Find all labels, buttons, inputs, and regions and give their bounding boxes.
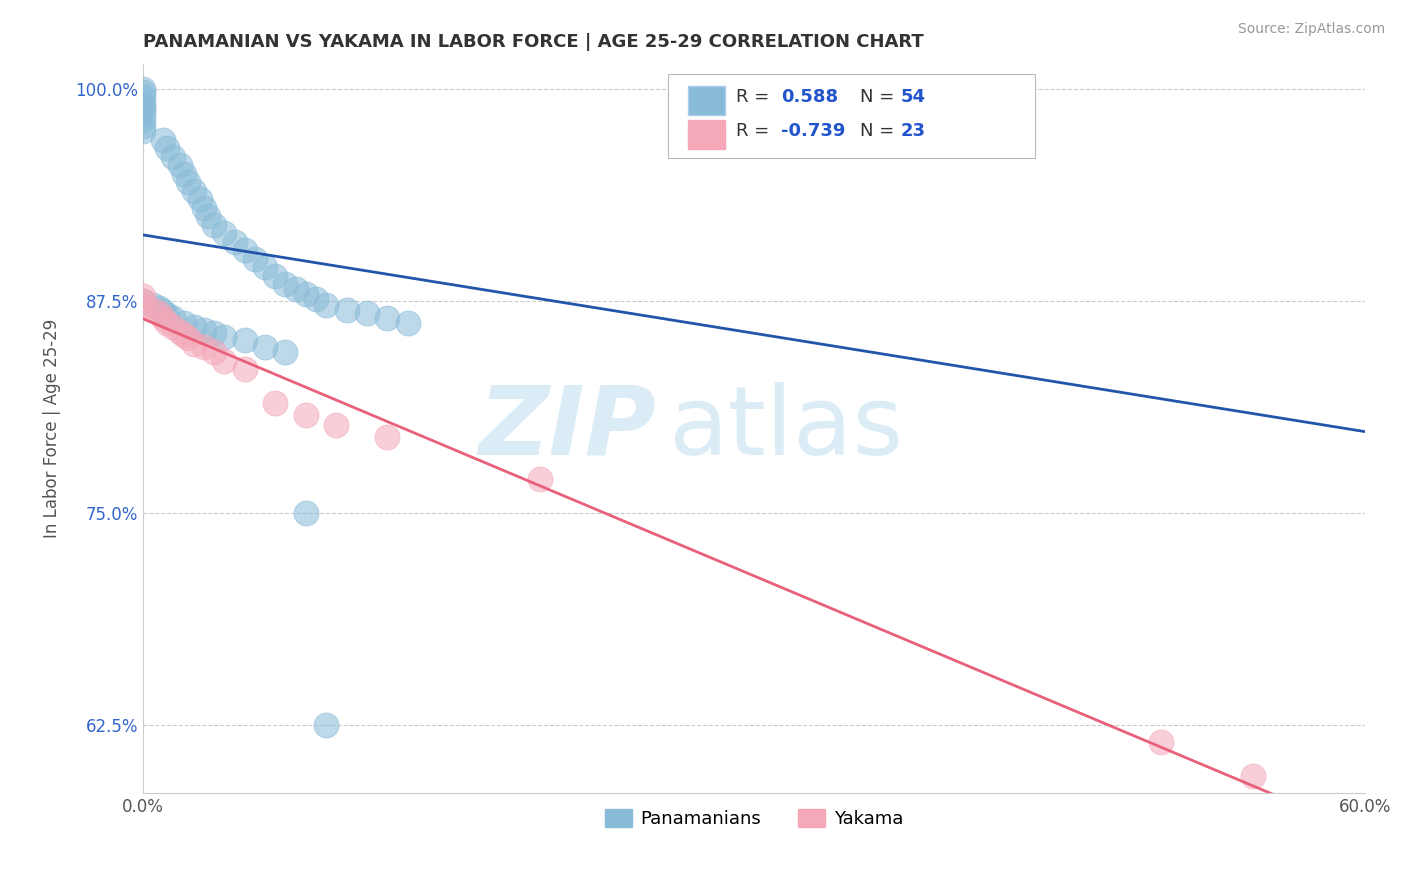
Point [173,167,195,181]
Point [396,316,419,330]
Point [132,107,155,121]
Point [148,306,170,320]
Point [132,289,155,303]
Point [274,345,297,359]
Point [375,430,398,444]
Text: atlas: atlas [668,382,904,475]
Point [176,331,198,345]
FancyBboxPatch shape [688,120,724,149]
Point [284,282,307,296]
Point [214,226,236,240]
Point [224,235,246,249]
Point [264,268,287,283]
Point [274,277,297,292]
Point [162,319,184,334]
Point [169,325,191,339]
Point [977,82,1000,96]
Point [132,90,155,104]
Point [162,311,184,326]
Point [148,301,170,315]
Point [152,133,174,147]
Point [214,353,236,368]
Text: PANAMANIAN VS YAKAMA IN LABOR FORCE | AGE 25-29 CORRELATION CHART: PANAMANIAN VS YAKAMA IN LABOR FORCE | AG… [143,33,924,51]
Point [193,340,215,354]
Point [156,308,179,322]
Point [142,302,165,317]
Point [197,209,219,223]
Point [202,326,225,341]
Point [254,260,277,275]
Point [188,192,211,206]
Point [162,150,184,164]
Point [152,311,174,326]
Point [335,302,357,317]
Point [193,201,215,215]
Text: Source: ZipAtlas.com: Source: ZipAtlas.com [1237,22,1385,37]
Point [156,141,179,155]
Point [1241,769,1264,783]
Point [264,396,287,410]
Point [294,408,316,422]
FancyBboxPatch shape [668,74,1035,159]
Point [176,175,198,189]
Point [152,304,174,318]
Point [132,82,155,96]
Point [356,306,378,320]
Point [202,218,225,232]
Point [529,472,551,486]
Point [214,330,236,344]
Point [132,95,155,110]
Point [173,316,195,330]
Point [315,297,337,311]
Point [132,99,155,113]
Legend: Panamanians, Yakama: Panamanians, Yakama [598,802,910,836]
Point [132,120,155,134]
Text: R =: R = [735,121,780,140]
Text: N =: N = [860,88,900,106]
Point [1150,735,1173,749]
Point [294,506,316,520]
Point [142,297,165,311]
Point [202,345,225,359]
Point [305,293,328,307]
Point [254,340,277,354]
Text: 54: 54 [900,88,925,106]
Point [233,362,256,376]
Point [132,294,155,309]
Point [132,299,155,313]
Point [193,323,215,337]
Text: -0.739: -0.739 [780,121,845,140]
Text: 0.588: 0.588 [780,88,838,106]
Text: 23: 23 [900,121,925,140]
Point [183,319,205,334]
Point [173,328,195,343]
Point [169,158,191,172]
Point [156,316,179,330]
Point [375,311,398,326]
Text: N =: N = [860,121,900,140]
Y-axis label: In Labor Force | Age 25-29: In Labor Force | Age 25-29 [44,318,60,538]
FancyBboxPatch shape [688,86,724,115]
Point [183,336,205,351]
Point [243,252,266,266]
Point [233,244,256,258]
Point [132,124,155,138]
Point [183,184,205,198]
Point [132,103,155,117]
Point [294,287,316,301]
Point [132,86,155,100]
Text: R =: R = [735,88,780,106]
Point [233,333,256,347]
Point [315,718,337,732]
Point [132,112,155,127]
Text: ZIP: ZIP [478,382,657,475]
Point [132,294,155,309]
Point [325,417,347,432]
